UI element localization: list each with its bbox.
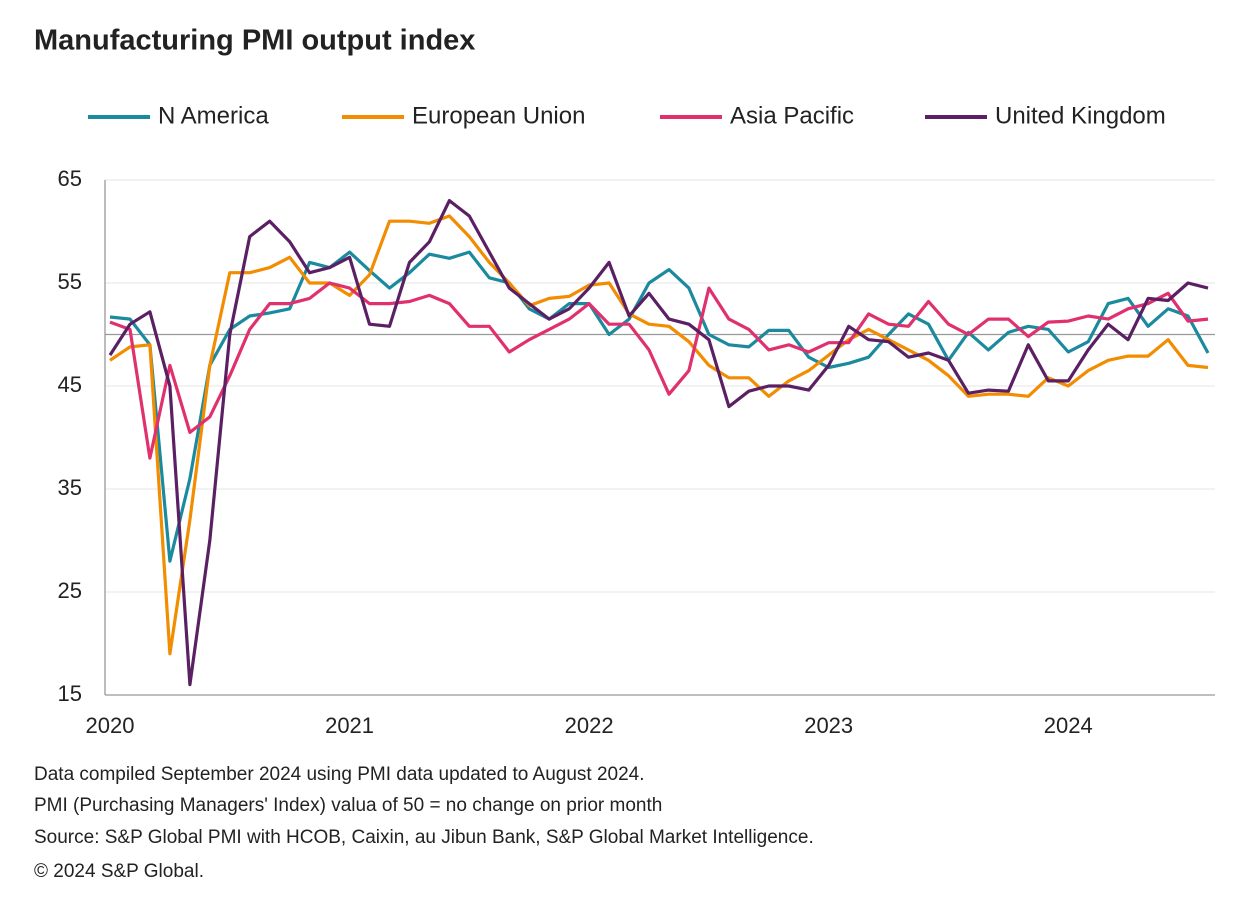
footnote: PMI (Purchasing Managers' Index) valua o… — [34, 795, 662, 816]
chart-title: Manufacturing PMI output index — [34, 25, 475, 57]
footnote: Data compiled September 2024 using PMI d… — [34, 764, 645, 785]
y-tick-label: 65 — [58, 166, 82, 191]
y-tick-label: 15 — [58, 681, 82, 706]
x-tick-label: 2022 — [565, 713, 614, 738]
series-line — [109, 214, 1209, 656]
x-tick-label: 2024 — [1044, 713, 1093, 738]
footnote: Source: S&P Global PMI with HCOB, Caixin… — [34, 827, 814, 848]
x-tick-label: 2021 — [325, 713, 374, 738]
x-tick-label: 2020 — [86, 713, 135, 738]
series-line — [109, 250, 1210, 563]
legend-label: United Kingdom — [995, 102, 1166, 129]
y-tick-label: 35 — [58, 475, 82, 500]
x-tick-label: 2023 — [804, 713, 853, 738]
y-tick-label: 45 — [58, 372, 82, 397]
legend-label: Asia Pacific — [730, 102, 854, 129]
legend-label: N America — [158, 102, 269, 129]
footnote: © 2024 S&P Global. — [34, 861, 204, 882]
y-tick-label: 55 — [58, 269, 82, 294]
legend-label: European Union — [412, 102, 585, 129]
y-tick-label: 25 — [58, 578, 82, 603]
series-line — [109, 281, 1209, 460]
series-line — [108, 199, 1209, 687]
